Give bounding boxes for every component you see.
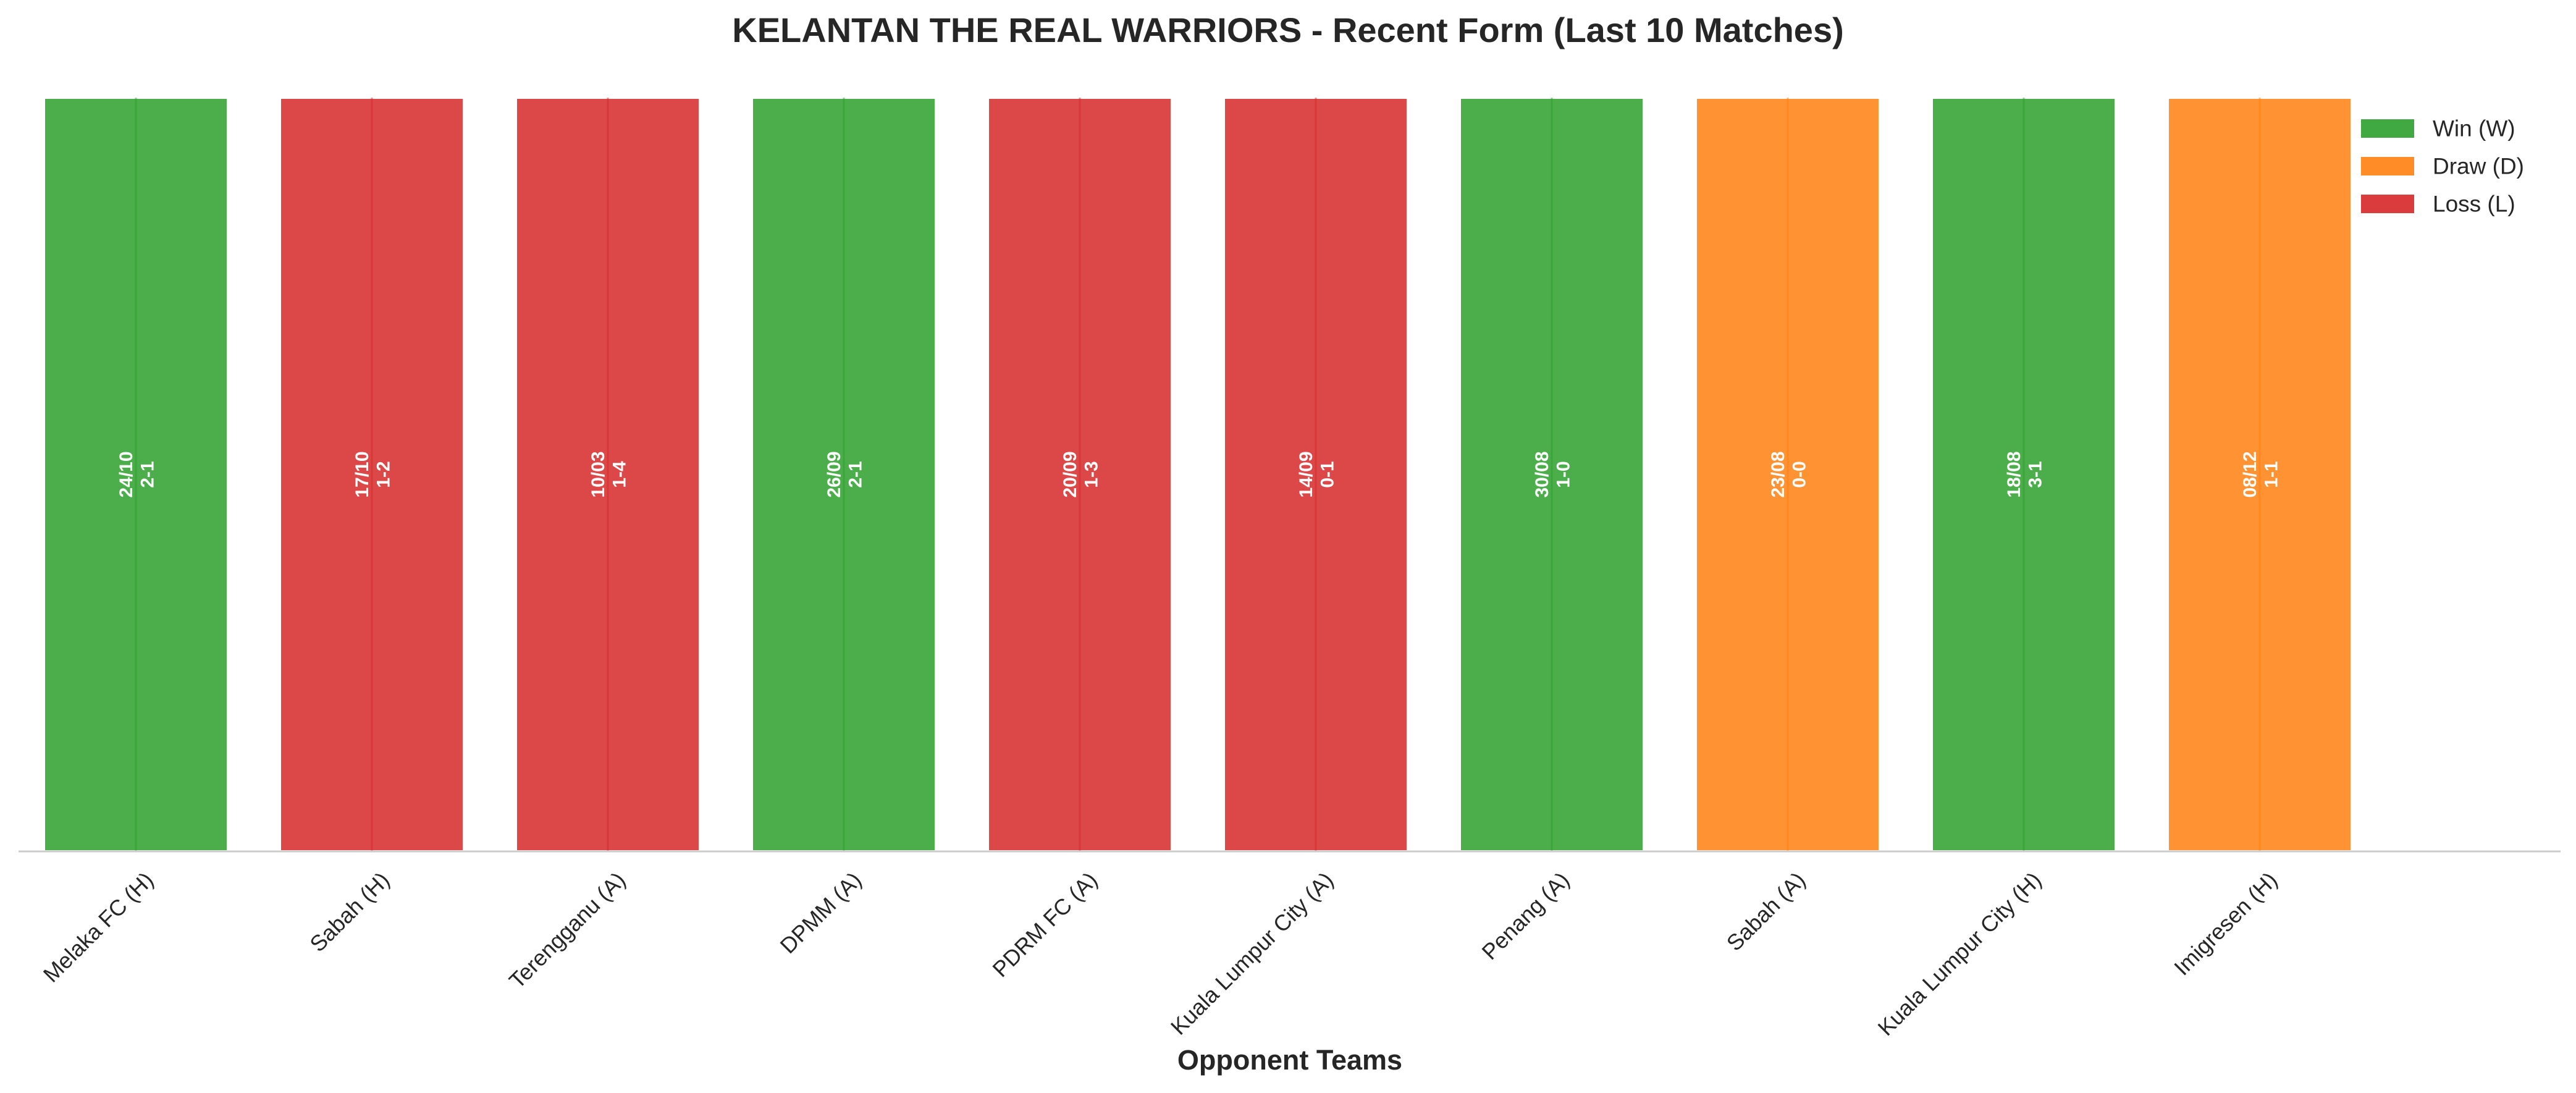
bar-data-label: 10/031-4 — [588, 451, 630, 497]
bar-data-label: 24/102-1 — [116, 451, 158, 497]
legend-swatch — [2361, 119, 2414, 138]
legend-swatch — [2361, 195, 2414, 213]
x-tick-labels: Melaka FC (H) Sabah (H) Terengganu (A) DPMM… — [38, 867, 2282, 1040]
legend-label: Draw (D) — [2433, 154, 2524, 179]
match-date: 24/10 — [116, 451, 137, 497]
x-tick-label: Imigresen (H) — [2169, 867, 2282, 980]
bars-group: 24/102-1 17/101-2 10/031-4 26/092-1 20/091-3… — [43, 96, 2353, 853]
match-score: 1-0 — [1554, 461, 1574, 487]
match-date: 17/10 — [352, 451, 373, 497]
x-tick-label: Terengganu (A) — [504, 867, 630, 993]
match-score: 2-1 — [138, 461, 158, 487]
match-date: 30/08 — [1532, 451, 1552, 497]
match-score: 0-0 — [1790, 461, 1810, 487]
match-score: 0-1 — [1318, 461, 1338, 487]
legend-label: Win (W) — [2433, 116, 2515, 141]
match-score: 2-1 — [846, 461, 866, 487]
bar-data-label: 26/092-1 — [824, 451, 866, 497]
match-score: 1-1 — [2262, 461, 2282, 487]
match-date: 23/08 — [1768, 451, 1788, 497]
x-tick-label: PDRM FC (A) — [987, 867, 1102, 982]
match-date: 10/03 — [588, 451, 608, 497]
match-date: 26/09 — [824, 451, 844, 497]
match-score: 1-4 — [610, 461, 630, 488]
match-date: 14/09 — [1296, 451, 1316, 497]
x-tick-label: Sabah (H) — [305, 867, 394, 956]
bar-data-label: 14/090-1 — [1296, 451, 1338, 497]
match-date: 20/09 — [1060, 451, 1080, 497]
legend-label: Loss (L) — [2433, 192, 2515, 217]
x-tick-label: Melaka FC (H) — [38, 867, 158, 987]
bar-data-label: 23/080-0 — [1768, 451, 1810, 497]
x-tick-label: Kuala Lumpur City (H) — [1873, 867, 2047, 1040]
match-score: 3-1 — [2026, 461, 2046, 487]
x-tick-label: Sabah (A) — [1722, 867, 1811, 956]
bar-data-label: 08/121-1 — [2240, 451, 2282, 497]
match-date: 18/08 — [2004, 451, 2024, 497]
x-tick-label: Kuala Lumpur City (A) — [1166, 867, 1338, 1039]
x-axis-label: Opponent Teams — [1177, 1044, 1402, 1076]
bar-data-label: 18/083-1 — [2004, 451, 2046, 497]
match-date: 08/12 — [2240, 451, 2260, 497]
bar-data-label: 17/101-2 — [352, 451, 394, 497]
legend-swatch — [2361, 157, 2414, 175]
x-tick-label: Penang (A) — [1477, 867, 1575, 964]
match-score: 1-2 — [374, 461, 394, 487]
x-tick-label: DPMM (A) — [775, 867, 867, 958]
chart-title: KELANTAN THE REAL WARRIORS - Recent Form… — [732, 11, 1843, 49]
legend: Win (W) Draw (D) Loss (L) — [2361, 116, 2524, 217]
match-score: 1-3 — [1082, 461, 1102, 487]
bar-data-label: 30/081-0 — [1532, 451, 1574, 497]
bar-data-label: 20/091-3 — [1060, 451, 1102, 497]
